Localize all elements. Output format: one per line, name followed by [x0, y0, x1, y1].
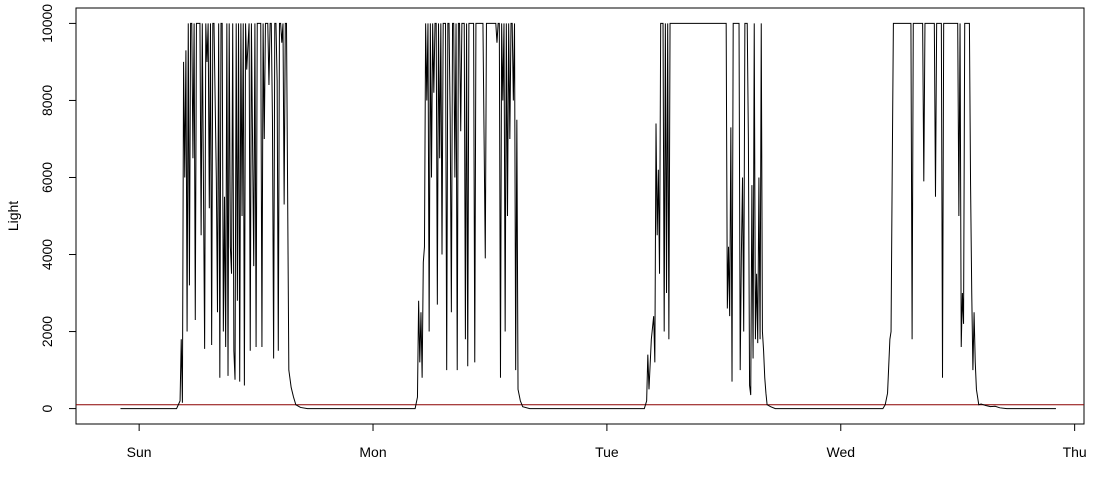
x-tick-label: Wed — [826, 444, 855, 460]
y-tick-label: 4000 — [39, 239, 55, 270]
y-tick-label: 2000 — [39, 316, 55, 347]
light-series-line — [120, 22, 1056, 410]
y-axis-title: Light — [5, 201, 21, 231]
y-tick-label: 8000 — [39, 85, 55, 116]
x-tick-label: Mon — [359, 444, 386, 460]
y-tick-label: 10000 — [39, 4, 55, 43]
x-tick-label: Tue — [595, 444, 619, 460]
x-axis: Sun Mon Tue Wed Thu — [127, 423, 1087, 460]
y-axis: 0 2000 4000 6000 8000 10000 — [39, 4, 77, 412]
x-tick-label: Thu — [1063, 444, 1087, 460]
x-tick-label: Sun — [127, 444, 152, 460]
y-tick-label: 6000 — [39, 162, 55, 193]
y-tick-label: 0 — [39, 404, 55, 412]
